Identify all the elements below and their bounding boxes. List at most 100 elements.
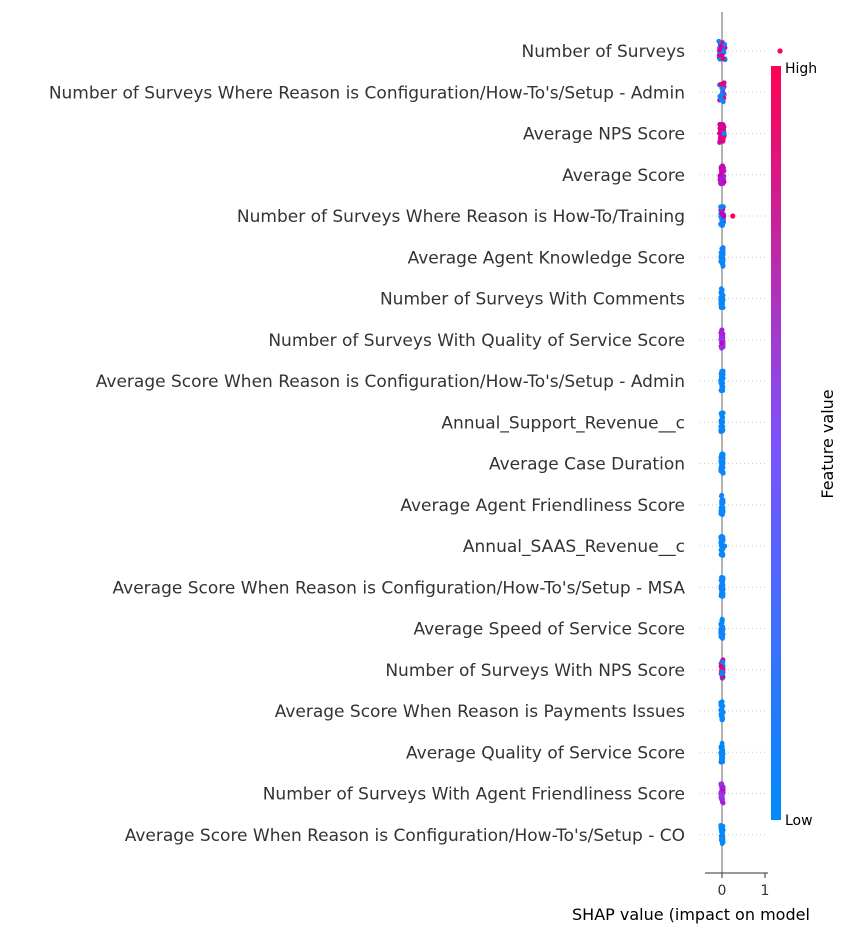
shap-point — [718, 711, 724, 717]
shap-point — [719, 750, 725, 755]
shap-point — [720, 500, 725, 506]
shap-point — [719, 793, 725, 799]
shap-point — [719, 829, 724, 835]
feature-label: Number of Surveys — [522, 42, 686, 62]
shap-point — [718, 454, 724, 460]
shap-point — [718, 540, 724, 546]
feature-label: Average Agent Friendliness Score — [400, 496, 685, 516]
feature-label: Average Score — [562, 166, 685, 186]
shap-point — [720, 591, 726, 597]
shap-point — [719, 424, 725, 430]
shap-point — [720, 136, 726, 142]
shap-point — [718, 429, 724, 434]
shap-point — [718, 623, 724, 629]
feature-label: Number of Surveys With Agent Friendlines… — [263, 785, 685, 805]
feature-label: Average Score When Reason is Configurati… — [96, 372, 685, 392]
shap-point — [720, 634, 725, 640]
shap-point — [720, 376, 725, 382]
shap-outlier-point — [721, 543, 728, 549]
shap-point — [719, 617, 725, 623]
feature-label: Average Score When Reason is Payments Is… — [275, 702, 685, 722]
feature-label: Annual_SAAS_Revenue__c — [463, 537, 685, 557]
shap-point — [719, 335, 725, 341]
feature-label: Number of Surveys With Comments — [380, 290, 685, 310]
shap-point — [718, 205, 724, 211]
shap-point — [720, 292, 726, 298]
feature-label: Average NPS Score — [523, 125, 685, 145]
feature-label: Number of Surveys With NPS Score — [385, 661, 685, 681]
shap-point — [719, 669, 725, 675]
shap-point — [718, 578, 724, 583]
shap-point — [719, 246, 725, 252]
shap-point — [719, 250, 725, 255]
shap-point — [718, 380, 724, 386]
x-tick-label: 0 — [718, 883, 727, 899]
colorbar-title: Feature value — [818, 389, 837, 498]
feature-label: Number of Surveys Where Reason is How-To… — [237, 207, 685, 227]
shap-point — [719, 460, 724, 466]
shap-point — [719, 715, 725, 721]
shap-point — [720, 823, 726, 829]
shap-outlier-point — [777, 48, 783, 54]
shap-point — [721, 80, 727, 86]
shap-point — [718, 181, 724, 187]
shap-point — [720, 86, 726, 91]
feature-label: Number of Surveys With Quality of Servic… — [268, 331, 685, 351]
shap-point — [719, 745, 725, 751]
shap-point — [720, 551, 726, 557]
shap-point — [718, 781, 724, 787]
shap-point — [717, 47, 722, 53]
shap-point — [719, 258, 725, 264]
feature-label: Average Speed of Service Score — [413, 620, 685, 640]
shap-point — [718, 176, 723, 181]
shap-point — [719, 627, 724, 632]
shap-point — [719, 699, 725, 705]
shap-point — [719, 97, 725, 103]
shap-point — [719, 413, 725, 418]
shap-outlier-point — [730, 213, 736, 219]
colorbar — [771, 66, 781, 820]
shap-points — [716, 38, 783, 847]
shap-point — [718, 707, 724, 713]
shap-point — [719, 583, 724, 589]
shap-point — [716, 38, 722, 44]
feature-labels: Number of Surveys Number of Surveys Where… — [49, 42, 686, 846]
shap-point — [720, 837, 726, 843]
shap-point — [719, 368, 725, 374]
shap-point — [718, 758, 724, 764]
shap-point — [718, 534, 724, 540]
shap-point — [720, 302, 725, 307]
shap-outlier-point — [721, 130, 727, 137]
shap-point — [719, 511, 725, 517]
shap-point — [721, 49, 727, 55]
shap-point — [717, 122, 723, 127]
shap-point — [719, 468, 724, 474]
x-tick-label: 1 — [761, 883, 770, 899]
feature-label: Average Score When Reason is Configurati… — [125, 826, 685, 846]
feature-label: Average Quality of Service Score — [406, 743, 685, 763]
grid-lines — [700, 50, 768, 836]
feature-label: Annual_Support_Revenue__c — [441, 413, 685, 433]
shap-point — [720, 659, 726, 665]
feature-label: Number of Surveys Where Reason is Config… — [49, 83, 685, 103]
feature-label: Average Agent Knowledge Score — [408, 248, 685, 268]
shap-point — [718, 297, 724, 303]
shap-point — [719, 327, 725, 333]
shap-point — [719, 168, 724, 174]
x-axis-label: SHAP value (impact on model — [572, 905, 810, 924]
shap-point — [719, 340, 724, 346]
shap-point — [720, 222, 726, 228]
feature-label: Average Score When Reason is Configurati… — [113, 578, 686, 598]
colorbar-low-label: Low — [785, 813, 813, 829]
shap-point — [720, 388, 726, 394]
shap-point — [719, 419, 725, 425]
shap-point — [720, 263, 726, 268]
feature-label: Average Case Duration — [489, 455, 685, 475]
shap-outlier-point — [721, 213, 727, 219]
shap-point — [719, 92, 724, 98]
shap-point — [722, 42, 728, 47]
shap-point — [718, 493, 724, 499]
colorbar-high-label: High — [785, 61, 817, 77]
